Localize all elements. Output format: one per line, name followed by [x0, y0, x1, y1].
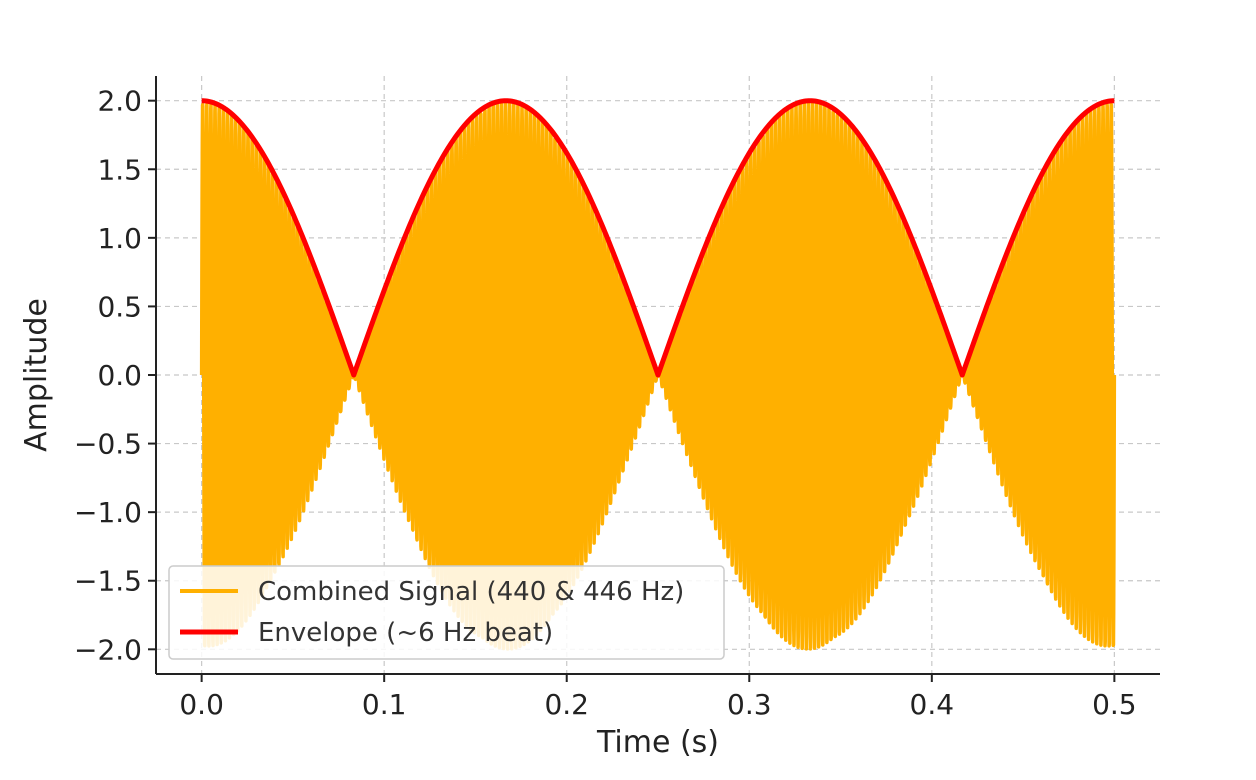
y-tick-label: −1.0 [74, 496, 142, 529]
legend: Combined Signal (440 & 446 Hz) Envelope … [168, 565, 725, 660]
y-tick-label: 0.0 [97, 359, 142, 392]
y-tick-label: 2.0 [97, 85, 142, 118]
x-axis-title: Time (s) [596, 725, 719, 760]
legend-label-envelope: Envelope (~6 Hz beat) [258, 618, 553, 648]
legend-label-combined-signal: Combined Signal (440 & 446 Hz) [258, 577, 684, 607]
y-tick-label: −2.0 [74, 633, 142, 666]
y-tick-label: 1.0 [97, 222, 142, 255]
y-axis-title: Amplitude [19, 298, 54, 452]
y-tick-label: −1.5 [74, 565, 142, 598]
x-tick-label: 0.4 [910, 688, 955, 721]
x-tick-label: 0.2 [544, 688, 589, 721]
series-envelope-line [200, 98, 1116, 378]
x-tick-label: 0.0 [179, 688, 224, 721]
y-tick-label: 1.5 [97, 153, 142, 186]
plot-area [199, 98, 1117, 651]
x-tick-label: 0.3 [727, 688, 772, 721]
x-tick-label: 0.1 [362, 688, 407, 721]
x-tick-label: 0.5 [1092, 688, 1137, 721]
y-tick-label: −0.5 [74, 428, 142, 461]
legend-box [168, 565, 725, 660]
y-tick-label: 0.5 [97, 290, 142, 323]
ticks: 0.0 0.1 0.2 0.3 0.4 0.5 2.0 1.5 1.0 0.5 0.0 −0.5 −1.… [74, 85, 1137, 721]
